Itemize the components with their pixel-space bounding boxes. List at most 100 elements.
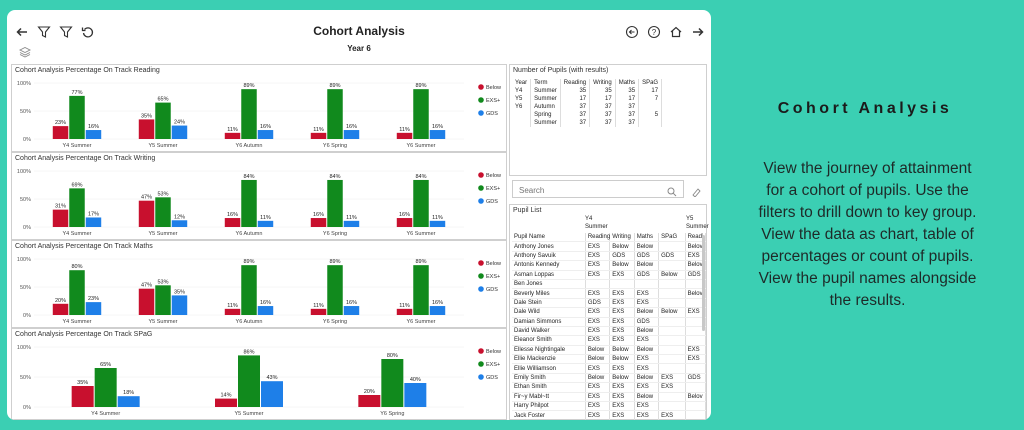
bar-below[interactable] <box>138 200 155 227</box>
pupil-count-row[interactable]: Y5 Summer 17 17 17 7 <box>512 95 663 103</box>
bar-below[interactable] <box>396 308 413 315</box>
pupil-list-scrollbar[interactable] <box>702 235 705 331</box>
help-icon[interactable]: ? <box>647 25 661 39</box>
bar-exsplus[interactable] <box>155 102 171 139</box>
bar-below[interactable] <box>396 132 413 139</box>
bar-below[interactable] <box>396 218 413 227</box>
bar-exsplus[interactable] <box>69 188 85 227</box>
bar-gds[interactable] <box>261 381 283 407</box>
bar-below[interactable] <box>224 308 241 315</box>
search-icon[interactable] <box>667 184 677 202</box>
bar-below[interactable] <box>52 126 69 139</box>
bar-gds[interactable] <box>85 302 102 315</box>
bar-exsplus[interactable] <box>241 265 257 315</box>
bar-exsplus[interactable] <box>238 355 260 407</box>
table-cell: Summer <box>530 95 561 103</box>
circle-back-icon[interactable] <box>625 25 639 39</box>
bar-exsplus[interactable] <box>327 89 343 139</box>
bar-gds[interactable] <box>117 396 140 407</box>
table-cell: GDS <box>634 270 660 280</box>
reset-icon[interactable] <box>81 25 95 39</box>
bar-gds[interactable] <box>257 220 274 227</box>
bar-gds[interactable] <box>257 130 274 139</box>
pupil-list-row[interactable]: Anthony Jones EXS Below Below Belov <box>512 241 707 252</box>
bar-exsplus[interactable] <box>413 89 429 139</box>
bar-gds[interactable] <box>85 217 102 227</box>
search-input[interactable] <box>517 183 661 197</box>
eraser-icon[interactable] <box>691 184 701 202</box>
bar-below[interactable] <box>310 132 327 139</box>
back-arrow-icon[interactable] <box>15 25 29 39</box>
bar-exsplus[interactable] <box>381 359 404 407</box>
bar-gds[interactable] <box>404 383 427 407</box>
pupil-list-row[interactable]: Asman Loppas EXS EXS GDS Below GDS <box>512 270 707 280</box>
bar-gds[interactable] <box>171 220 188 227</box>
pupil-list-row[interactable]: Beverly Miles EXS EXS EXS Belov <box>512 288 707 299</box>
bar-exsplus[interactable] <box>327 179 343 227</box>
bar-gds[interactable] <box>429 130 446 139</box>
legend-marker <box>478 97 484 103</box>
pupil-list-row[interactable]: Eleanor Smith EXS EXS EXS <box>512 335 707 346</box>
bar-exsplus[interactable] <box>155 285 171 315</box>
bar-exsplus[interactable] <box>413 265 429 315</box>
bar-exsplus[interactable] <box>241 179 257 227</box>
pupil-list-row[interactable]: Damian Simmons EXS EXS GDS <box>512 317 707 327</box>
bar-gds[interactable] <box>257 306 274 315</box>
pupil-count-row[interactable]: Y6 Autumn 37 37 37 <box>512 103 663 111</box>
bar-below[interactable] <box>358 395 381 407</box>
bar-exsplus[interactable] <box>327 265 343 315</box>
bar-below[interactable] <box>310 308 327 315</box>
bar-exsplus[interactable] <box>69 270 85 315</box>
bar-below[interactable] <box>138 288 155 315</box>
pupil-count-row[interactable]: Spring 37 37 37 5 <box>512 111 663 119</box>
pupil-list-row[interactable]: Ellie Mackenzie Below Below EXS EXS <box>512 354 707 365</box>
bar-below[interactable] <box>138 119 155 139</box>
bar-exsplus[interactable] <box>241 89 257 139</box>
pupil-list-row[interactable]: Dale Wild EXS EXS Below Below EXS <box>512 307 707 318</box>
pupil-list-row[interactable]: Jack Foster EXS EXS EXS EXS <box>512 410 707 420</box>
pupil-count-row[interactable]: Y4 Summer 35 35 35 17 <box>512 87 663 95</box>
table-cell <box>658 335 686 346</box>
filter-outline-icon[interactable] <box>59 25 73 39</box>
pupil-list-row[interactable]: Emily Smith Below Below Below EXS GDS <box>512 373 707 384</box>
layers-icon[interactable] <box>18 46 32 61</box>
bar-exsplus[interactable] <box>413 179 429 227</box>
bar-exsplus[interactable] <box>69 95 85 139</box>
pupil-list-row[interactable]: Ellie Williamson EXS EXS EXS <box>512 363 707 374</box>
bar-gds[interactable] <box>343 220 360 227</box>
bar-below[interactable] <box>52 209 69 227</box>
bar-below[interactable] <box>71 386 94 407</box>
legend-label: GDS <box>486 199 498 205</box>
bar-gds[interactable] <box>171 125 188 139</box>
table-cell: EXS <box>585 401 611 412</box>
bar-gds[interactable] <box>429 220 446 227</box>
pupil-list-row[interactable]: Fir~y Mabl~tt EXS EXS Below Belov <box>512 392 707 403</box>
bar-gds[interactable] <box>343 306 360 315</box>
bar-gds[interactable] <box>343 130 360 139</box>
pupil-list-row[interactable]: Ben Jones <box>512 279 707 290</box>
bar-gds[interactable] <box>171 295 188 315</box>
data-label: 53% <box>157 191 168 197</box>
forward-arrow-icon[interactable] <box>691 25 705 39</box>
bar-below[interactable] <box>215 398 237 407</box>
bar-below[interactable] <box>224 218 241 227</box>
pupil-list-row[interactable]: David Walker EXS EXS Below <box>512 326 707 337</box>
bar-exsplus[interactable] <box>94 368 117 407</box>
pupil-list-row[interactable]: Antonis Kennedy EXS Below Below Belov <box>512 260 707 271</box>
bar-gds[interactable] <box>429 306 446 315</box>
filter-icon[interactable] <box>37 25 51 39</box>
pupil-list-row[interactable]: Dale Stein GDS EXS EXS <box>512 298 707 309</box>
bar-exsplus[interactable] <box>155 197 171 227</box>
pupil-list-table: Pupil Name Reading Writing Maths SPaG Re… <box>512 233 707 420</box>
pupil-list-row[interactable]: Harry Philpot EXS EXS EXS <box>512 401 707 412</box>
pupil-list-row[interactable]: Anthony Savuik EXS GDS GDS GDS EXS <box>512 251 707 262</box>
home-icon[interactable] <box>669 25 683 39</box>
bar-below[interactable] <box>52 303 69 315</box>
bar-gds[interactable] <box>85 130 102 139</box>
bar-below[interactable] <box>224 132 241 139</box>
pupil-count-row[interactable]: Summer 37 37 37 <box>512 119 663 127</box>
report-subtitle: Year 6 <box>347 44 371 53</box>
pupil-list-row[interactable]: Ethan Smith EXS EXS EXS EXS <box>512 382 707 393</box>
pupil-list-row[interactable]: Ellesse Nightingale Below Below Below EXS <box>512 345 707 356</box>
bar-below[interactable] <box>310 218 327 227</box>
